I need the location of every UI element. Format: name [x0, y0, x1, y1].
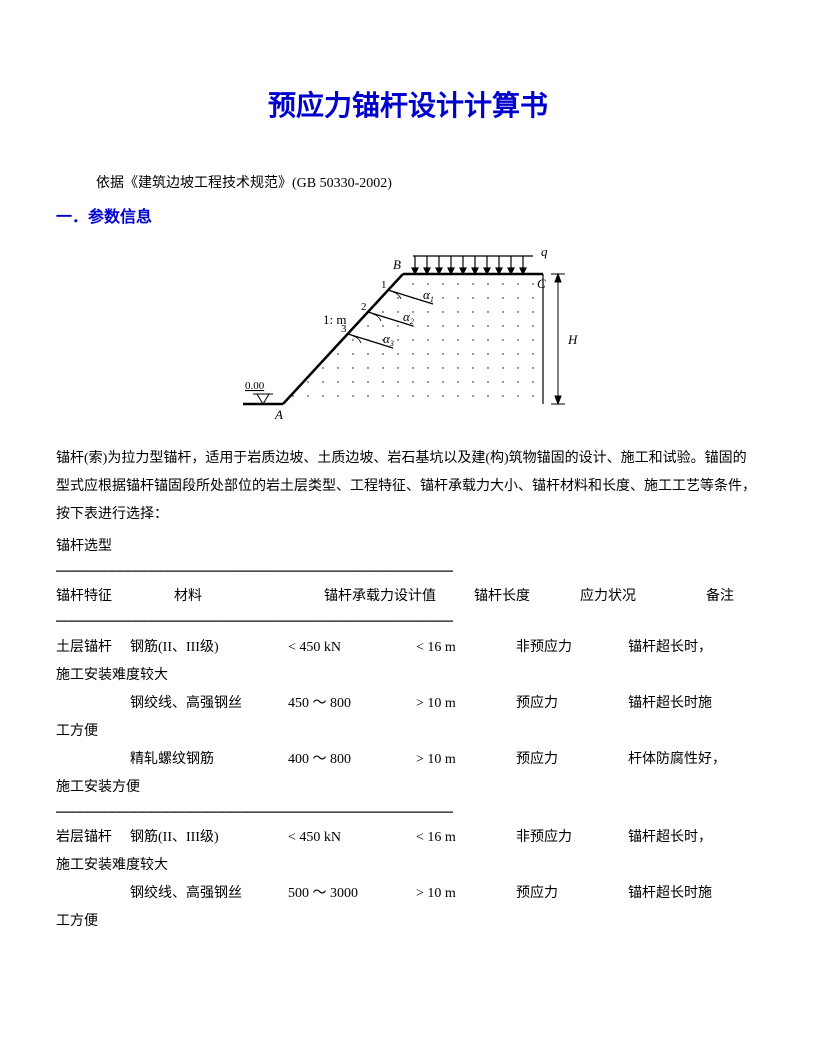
table-group-rock: 岩层锚杆 钢筋(II、III级) < 450 kN < 16 m 非预应力 锚杆…: [56, 824, 760, 936]
cell-stress: 预应力: [516, 690, 628, 718]
reference-text: 依据《建筑边坡工程技术规范》(GB 50330-2002): [96, 170, 760, 198]
cell-note: 锚杆超长时，: [628, 634, 760, 662]
table-row: 岩层锚杆 钢筋(II、III级) < 450 kN < 16 m 非预应力 锚杆…: [56, 824, 760, 852]
label-1: 1: [381, 279, 387, 291]
cell-capacity: < 450 kN: [288, 634, 416, 662]
cell-stress: 预应力: [516, 746, 628, 774]
th-note: 备注: [680, 583, 760, 611]
cell-capacity: 500 ～ 3000: [288, 880, 416, 908]
label-A: A: [274, 407, 283, 422]
cell-material: 钢筋(II、III级): [130, 824, 288, 852]
cell-length: > 10 m: [416, 746, 516, 774]
cell-material: 精轧螺纹钢筋: [130, 746, 288, 774]
th-material: 材料: [174, 583, 324, 611]
label-a2: α2: [403, 309, 414, 326]
cell-material: 钢绞线、高强钢丝: [130, 690, 288, 718]
th-length: 锚杆长度: [474, 583, 580, 611]
cell-material: 钢绞线、高强钢丝: [130, 880, 288, 908]
note-wrap: 施工安装难度较大: [56, 662, 760, 690]
selection-title: 锚杆选型: [56, 533, 760, 561]
cell-stress: 预应力: [516, 880, 628, 908]
page-title: 预应力锚杆设计计算书: [56, 78, 760, 134]
table-row: 土层锚杆 钢筋(II、III级) < 450 kN < 16 m 非预应力 锚杆…: [56, 634, 760, 662]
table-row: 精轧螺纹钢筋 400 ～ 800 > 10 m 预应力 杆体防腐性好，: [56, 746, 760, 774]
cell-length: > 10 m: [416, 880, 516, 908]
table-group-soil: 土层锚杆 钢筋(II、III级) < 450 kN < 16 m 非预应力 锚杆…: [56, 634, 760, 802]
label-a1: α1: [423, 287, 434, 304]
cell-feature: 岩层锚杆: [56, 824, 130, 852]
intro-paragraph: 锚杆(索)为拉力型锚杆，适用于岩质边坡、土质边坡、岩石基坑以及建(构)筑物锚固的…: [56, 445, 760, 529]
label-a3: α3: [383, 331, 394, 348]
th-stress: 应力状况: [580, 583, 680, 611]
note-wrap: 工方便: [56, 908, 760, 936]
cell-feature: [56, 690, 130, 718]
cell-note: 锚杆超长时施: [628, 880, 760, 908]
cell-feature: 土层锚杆: [56, 634, 130, 662]
note-wrap: 施工安装难度较大: [56, 852, 760, 880]
label-C: C: [537, 276, 546, 291]
th-capacity: 锚杆承载力设计值: [324, 583, 474, 611]
divider-top: ────────────────────────────────────────…: [56, 561, 760, 583]
table-row: 钢绞线、高强钢丝 450 ～ 800 > 10 m 预应力 锚杆超长时施: [56, 690, 760, 718]
cell-capacity: 450 ～ 800: [288, 690, 416, 718]
table-header-row: 锚杆特征 材料 锚杆承载力设计值 锚杆长度 应力状况 备注: [56, 583, 760, 611]
label-q: q: [541, 244, 548, 259]
cell-capacity: 400 ～ 800: [288, 746, 416, 774]
cell-feature: [56, 746, 130, 774]
cell-length: > 10 m: [416, 690, 516, 718]
cell-stress: 非预应力: [516, 634, 628, 662]
note-wrap: 施工安装方便: [56, 774, 760, 802]
cell-material: 钢筋(II、III级): [130, 634, 288, 662]
th-feature: 锚杆特征: [56, 583, 174, 611]
cell-length: < 16 m: [416, 824, 516, 852]
divider-mid: ────────────────────────────────────────…: [56, 802, 760, 824]
cell-note: 锚杆超长时，: [628, 824, 760, 852]
label-3: 3: [341, 323, 347, 335]
cell-capacity: < 450 kN: [288, 824, 416, 852]
label-H: H: [567, 332, 578, 347]
table-row: 钢绞线、高强钢丝 500 ～ 3000 > 10 m 预应力 锚杆超长时施: [56, 880, 760, 908]
cell-feature: [56, 880, 130, 908]
label-B: B: [393, 257, 401, 272]
cell-stress: 非预应力: [516, 824, 628, 852]
cell-note: 锚杆超长时施: [628, 690, 760, 718]
slope-diagram: q B C H A 1: m 1 2 3 α1 α2 α3 0.00: [56, 244, 760, 435]
divider-head: ────────────────────────────────────────…: [56, 611, 760, 633]
note-wrap: 工方便: [56, 718, 760, 746]
cell-length: < 16 m: [416, 634, 516, 662]
label-2: 2: [361, 301, 367, 313]
section-heading: 一．参数信息: [56, 202, 760, 234]
label-zero: 0.00: [245, 380, 265, 392]
cell-note: 杆体防腐性好，: [628, 746, 760, 774]
load-arrows: [412, 256, 526, 274]
